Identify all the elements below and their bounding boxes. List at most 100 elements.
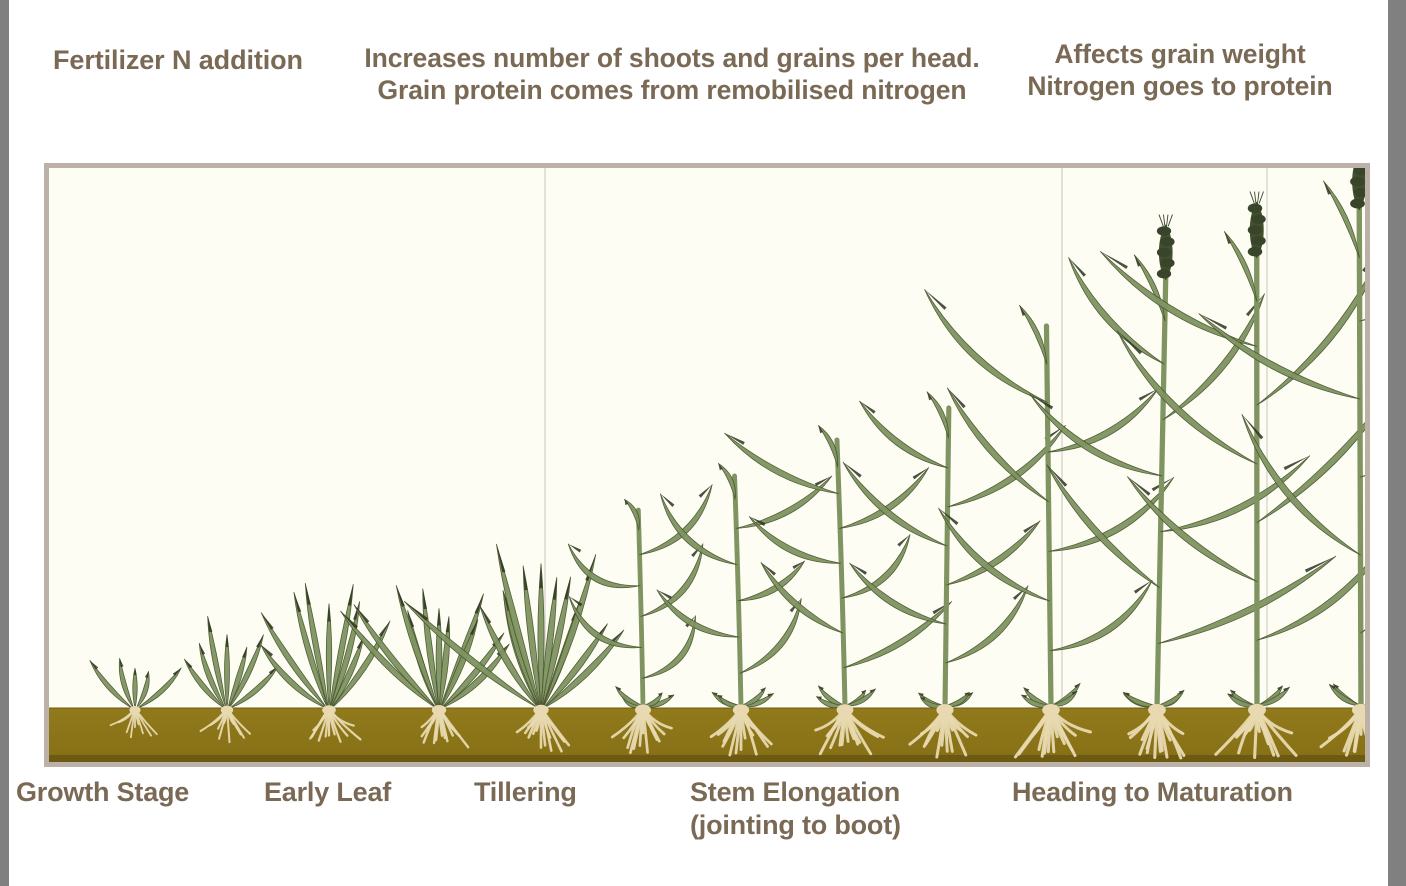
leaf-tip xyxy=(818,685,824,691)
leaf xyxy=(1068,257,1165,365)
panel-background xyxy=(49,168,1365,762)
culm-stem xyxy=(1154,275,1169,711)
leaf-blade xyxy=(1100,251,1258,347)
leaf-tip xyxy=(293,592,302,613)
leaf xyxy=(735,475,833,529)
leaf-tip xyxy=(119,658,124,668)
leaf xyxy=(329,584,354,709)
leaf-tip xyxy=(261,612,274,630)
leaf-blade xyxy=(304,583,329,709)
leaf-blade xyxy=(1323,180,1360,259)
leaf xyxy=(227,646,248,709)
leaf-blade xyxy=(184,658,225,709)
leaf xyxy=(944,691,970,707)
leaf xyxy=(718,463,736,500)
leaf-tip xyxy=(225,634,229,648)
leaf-blade xyxy=(568,596,642,649)
leaf-blade xyxy=(228,634,264,709)
leaf xyxy=(1049,579,1153,652)
leaf-tip xyxy=(445,616,449,633)
leaf-tip xyxy=(698,484,713,498)
leaf-tip xyxy=(207,616,213,633)
leaf-tip xyxy=(1333,683,1340,689)
leaf-blade xyxy=(946,520,1041,586)
root-crown xyxy=(1248,703,1266,717)
leaf-tip xyxy=(1029,394,1054,410)
wheat-growth-illustration xyxy=(49,168,1365,762)
head-floret xyxy=(1160,236,1175,247)
root-crown xyxy=(533,704,549,716)
leaf-blade xyxy=(740,687,766,707)
leaf-tip xyxy=(767,693,774,697)
leaf-blade xyxy=(1198,313,1361,400)
leaf-blade xyxy=(859,400,949,469)
leaf xyxy=(403,600,539,709)
root-crown xyxy=(836,704,854,716)
head-awn xyxy=(1158,214,1164,227)
leaf-tip xyxy=(843,462,862,478)
leaf-blade xyxy=(1256,686,1290,707)
leaf-tip xyxy=(947,387,966,409)
leaf-tip xyxy=(353,601,360,621)
leaf xyxy=(89,660,133,709)
head-floret xyxy=(1156,247,1172,258)
leaf-tip xyxy=(347,584,354,606)
leaf-blade xyxy=(1241,414,1361,556)
leaf-blade xyxy=(642,692,663,707)
leaf xyxy=(1160,455,1311,533)
leaf-tip xyxy=(199,643,206,655)
leaf-blade xyxy=(1328,683,1362,707)
leaf-tip xyxy=(1100,251,1128,269)
wheat-plant-p7 xyxy=(656,463,833,711)
leaf xyxy=(748,516,842,564)
leaf-tip xyxy=(256,634,264,648)
leaf-blade xyxy=(760,562,844,634)
head-floret xyxy=(1156,268,1172,279)
leaf xyxy=(849,562,947,625)
head-awn xyxy=(1166,214,1169,227)
leaf-tip xyxy=(568,543,582,553)
head-awn xyxy=(1167,214,1173,227)
leaf-blade xyxy=(537,563,545,709)
head-floret xyxy=(1251,214,1266,224)
root-crown xyxy=(1351,703,1365,717)
head-awn xyxy=(1249,191,1255,204)
root-system xyxy=(908,704,978,759)
root-system xyxy=(1127,703,1186,760)
wheat-plant-p2 xyxy=(184,615,279,709)
root-system xyxy=(109,706,158,739)
axis-title-growth-stage: Growth Stage xyxy=(16,777,190,807)
grain-head xyxy=(1247,191,1266,259)
leaf-tip xyxy=(1117,330,1142,355)
leaf xyxy=(760,562,844,634)
stage-label-heading-to-maturation: Heading to Maturation xyxy=(1012,777,1293,807)
leaf-tip xyxy=(897,534,910,547)
root-system xyxy=(814,704,885,756)
leaf xyxy=(1328,683,1362,707)
leaf xyxy=(1157,555,1337,644)
leaf-tip xyxy=(1178,690,1185,695)
root-group xyxy=(109,703,1365,760)
leaf xyxy=(659,493,738,566)
leaf xyxy=(522,565,541,709)
root-crown xyxy=(431,705,447,715)
leaf-blade xyxy=(1156,689,1185,707)
leaf xyxy=(331,620,391,709)
leaf xyxy=(737,560,805,602)
leaf xyxy=(859,400,949,469)
leaf-blade xyxy=(1048,476,1175,552)
leaf-tip xyxy=(305,583,311,605)
culm-stem xyxy=(1043,323,1054,711)
leaf-tip xyxy=(1230,690,1236,695)
leaf-tip xyxy=(624,499,629,506)
leaf-tip xyxy=(1329,684,1336,690)
leaf xyxy=(842,461,948,547)
root-crown xyxy=(322,705,336,715)
leaf-tip xyxy=(861,690,866,695)
leaf-tip xyxy=(724,433,745,445)
leaf-blade xyxy=(1223,231,1258,302)
wheat-plant-p10 xyxy=(924,289,1175,711)
leaf xyxy=(1223,231,1258,302)
head-awn xyxy=(1254,191,1257,204)
right-edge-bar xyxy=(1388,0,1406,886)
